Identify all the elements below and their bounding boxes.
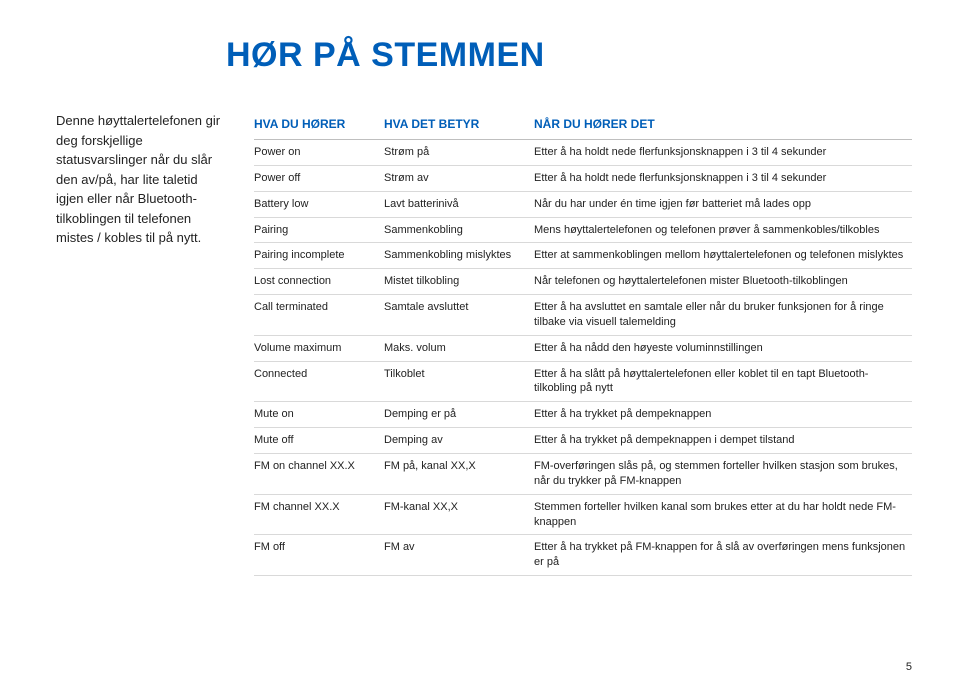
voice-prompts-table: HVA DU HØRER HVA DET BETYR NÅR DU HØRER … xyxy=(254,111,912,576)
table-cell: Strøm på xyxy=(384,140,534,166)
table-cell: Volume maximum xyxy=(254,335,384,361)
table-cell: FM channel XX.X xyxy=(254,494,384,535)
table-row: ConnectedTilkobletEtter å ha slått på hø… xyxy=(254,361,912,402)
table-cell: Maks. volum xyxy=(384,335,534,361)
table-cell: Sammenkobling mislyktes xyxy=(384,243,534,269)
table-cell: Mute off xyxy=(254,428,384,454)
table-cell: Etter at sammenkoblingen mellom høyttale… xyxy=(534,243,912,269)
page-title: HØR PÅ STEMMEN xyxy=(226,36,912,75)
table-row: Mute offDemping avEtter å ha trykket på … xyxy=(254,428,912,454)
table-cell: Power off xyxy=(254,165,384,191)
table-cell: Connected xyxy=(254,361,384,402)
table-row: PairingSammenkoblingMens høyttalertelefo… xyxy=(254,217,912,243)
table-row: Volume maximumMaks. volumEtter å ha nådd… xyxy=(254,335,912,361)
table-row: Battery lowLavt batterinivåNår du har un… xyxy=(254,191,912,217)
table-cell: Etter å ha nådd den høyeste voluminnstil… xyxy=(534,335,912,361)
table-cell: Demping av xyxy=(384,428,534,454)
table-cell: Strøm av xyxy=(384,165,534,191)
table-row: Call terminatedSamtale avsluttetEtter å … xyxy=(254,295,912,336)
header-when-you-hear: NÅR DU HØRER DET xyxy=(534,111,912,140)
content-area: Denne høyttalertelefonen gir deg forskje… xyxy=(56,111,912,576)
table-row: FM on channel XX.XFM på, kanal XX,XFM-ov… xyxy=(254,453,912,494)
table-cell: Call terminated xyxy=(254,295,384,336)
table-row: Lost connectionMistet tilkoblingNår tele… xyxy=(254,269,912,295)
table-row: Mute onDemping er påEtter å ha trykket p… xyxy=(254,402,912,428)
table-row: Power onStrøm påEtter å ha holdt nede fl… xyxy=(254,140,912,166)
table-cell: Lavt batterinivå xyxy=(384,191,534,217)
table-cell: Når telefonen og høyttalertelefonen mist… xyxy=(534,269,912,295)
table-row: FM channel XX.XFM-kanal XX,XStemmen fort… xyxy=(254,494,912,535)
table-cell: FM på, kanal XX,X xyxy=(384,453,534,494)
table-cell: Sammenkobling xyxy=(384,217,534,243)
table-cell: Samtale avsluttet xyxy=(384,295,534,336)
table-header-row: HVA DU HØRER HVA DET BETYR NÅR DU HØRER … xyxy=(254,111,912,140)
table-cell: FM av xyxy=(384,535,534,576)
table-cell: Lost connection xyxy=(254,269,384,295)
table-cell: Etter å ha slått på høyttalertelefonen e… xyxy=(534,361,912,402)
table-row: FM offFM avEtter å ha trykket på FM-knap… xyxy=(254,535,912,576)
table-cell: Pairing xyxy=(254,217,384,243)
table-cell: Battery low xyxy=(254,191,384,217)
table-cell: FM-overføringen slås på, og stemmen fort… xyxy=(534,453,912,494)
header-what-you-hear: HVA DU HØRER xyxy=(254,111,384,140)
table-cell: Etter å ha holdt nede flerfunksjonsknapp… xyxy=(534,165,912,191)
table-cell: Etter å ha trykket på FM-knappen for å s… xyxy=(534,535,912,576)
table-cell: Mute on xyxy=(254,402,384,428)
table-cell: FM on channel XX.X xyxy=(254,453,384,494)
table-cell: Mistet tilkobling xyxy=(384,269,534,295)
intro-paragraph: Denne høyttalertelefonen gir deg forskje… xyxy=(56,111,226,576)
table-cell: Demping er på xyxy=(384,402,534,428)
table-container: HVA DU HØRER HVA DET BETYR NÅR DU HØRER … xyxy=(254,111,912,576)
table-cell: Mens høyttalertelefonen og telefonen prø… xyxy=(534,217,912,243)
table-cell: Etter å ha holdt nede flerfunksjonsknapp… xyxy=(534,140,912,166)
table-cell: Når du har under én time igjen før batte… xyxy=(534,191,912,217)
table-row: Power offStrøm avEtter å ha holdt nede f… xyxy=(254,165,912,191)
table-cell: Stemmen forteller hvilken kanal som bruk… xyxy=(534,494,912,535)
table-cell: Pairing incomplete xyxy=(254,243,384,269)
header-what-it-means: HVA DET BETYR xyxy=(384,111,534,140)
table-cell: Tilkoblet xyxy=(384,361,534,402)
table-cell: FM off xyxy=(254,535,384,576)
table-cell: Etter å ha trykket på dempeknappen i dem… xyxy=(534,428,912,454)
page-number: 5 xyxy=(906,661,912,673)
table-cell: FM-kanal XX,X xyxy=(384,494,534,535)
table-cell: Power on xyxy=(254,140,384,166)
table-row: Pairing incompleteSammenkobling mislykte… xyxy=(254,243,912,269)
table-cell: Etter å ha avsluttet en samtale eller nå… xyxy=(534,295,912,336)
table-cell: Etter å ha trykket på dempeknappen xyxy=(534,402,912,428)
